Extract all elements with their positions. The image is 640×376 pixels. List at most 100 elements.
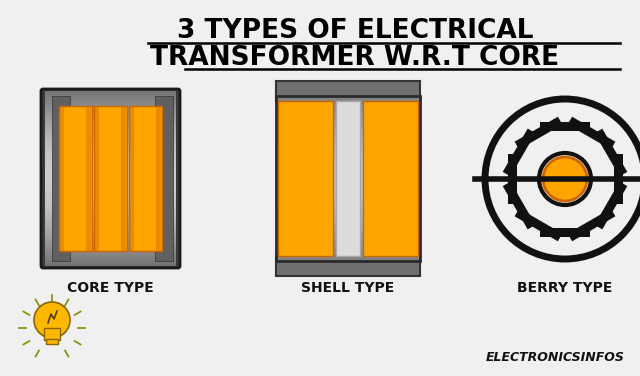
Bar <box>276 245 420 246</box>
Bar <box>45 150 176 151</box>
Bar <box>276 96 420 261</box>
Bar <box>276 221 420 222</box>
Bar <box>94 106 127 251</box>
Bar <box>45 235 176 236</box>
Bar <box>276 137 420 138</box>
Bar <box>276 210 420 211</box>
Bar <box>276 146 420 147</box>
Bar <box>45 185 176 186</box>
Bar <box>276 183 420 184</box>
Bar <box>45 127 176 128</box>
Bar <box>276 155 420 156</box>
Bar <box>45 202 176 203</box>
Bar <box>344 101 352 256</box>
Bar <box>45 252 176 253</box>
Bar <box>276 159 420 160</box>
Bar <box>45 124 176 125</box>
Bar <box>276 249 420 250</box>
Bar <box>45 100 176 101</box>
Bar <box>276 101 420 102</box>
Bar <box>45 181 176 182</box>
Bar <box>276 168 420 169</box>
Bar <box>45 265 176 266</box>
Bar <box>276 204 420 205</box>
Text: TRANSFORMER W.R.T CORE: TRANSFORMER W.R.T CORE <box>150 45 559 71</box>
Bar <box>45 117 176 118</box>
Bar <box>515 209 563 241</box>
Bar <box>276 142 420 143</box>
Bar <box>45 247 176 248</box>
Bar <box>45 115 176 116</box>
Bar <box>276 228 420 229</box>
Bar <box>276 257 420 258</box>
Bar <box>45 199 176 200</box>
Bar <box>276 127 420 128</box>
Bar <box>45 193 176 194</box>
Bar <box>45 141 176 142</box>
Text: BERRY TYPE: BERRY TYPE <box>517 281 612 295</box>
Bar <box>45 108 176 109</box>
Bar <box>45 261 176 262</box>
Bar <box>276 243 420 244</box>
Bar <box>276 217 420 218</box>
Bar <box>276 173 420 174</box>
Bar <box>276 100 420 101</box>
Bar <box>45 92 176 93</box>
Bar <box>276 131 420 132</box>
Bar <box>45 213 176 214</box>
Bar <box>45 201 176 202</box>
Bar <box>155 96 173 261</box>
Bar <box>276 134 420 135</box>
Bar <box>45 163 176 164</box>
Bar <box>276 244 420 245</box>
Bar <box>276 110 420 111</box>
Bar <box>45 264 176 265</box>
Bar <box>276 118 420 119</box>
Bar <box>276 201 420 202</box>
Bar <box>276 214 420 215</box>
Circle shape <box>543 157 587 201</box>
Bar <box>276 260 420 261</box>
Bar <box>45 182 176 183</box>
Bar <box>45 230 176 231</box>
Bar <box>45 249 176 250</box>
Bar <box>276 96 420 97</box>
Bar <box>44 328 60 340</box>
Bar <box>276 212 420 213</box>
Bar <box>276 160 420 161</box>
Bar <box>276 144 420 145</box>
Bar <box>276 246 420 247</box>
Bar <box>45 237 176 238</box>
Bar <box>45 236 176 237</box>
Bar <box>45 238 176 239</box>
Bar <box>45 260 176 261</box>
Bar <box>276 189 420 190</box>
Bar <box>276 215 420 216</box>
Bar <box>276 132 420 133</box>
Bar <box>276 255 420 256</box>
Bar <box>276 120 420 121</box>
Bar <box>45 132 176 133</box>
Bar <box>45 136 176 137</box>
Bar <box>45 142 176 143</box>
Bar <box>276 234 420 235</box>
Bar <box>276 147 420 148</box>
Bar <box>45 253 176 254</box>
Bar <box>502 129 536 176</box>
Bar <box>276 172 420 173</box>
Bar <box>276 99 420 100</box>
Bar <box>276 219 420 220</box>
Bar <box>45 245 176 246</box>
Bar <box>45 105 176 106</box>
Bar <box>276 121 420 122</box>
Bar <box>45 154 176 155</box>
Bar <box>276 181 420 182</box>
Bar <box>276 169 420 170</box>
Bar <box>276 238 420 239</box>
Bar <box>276 119 420 120</box>
Bar <box>276 123 420 124</box>
Bar <box>45 107 176 108</box>
Bar <box>276 138 420 139</box>
Bar <box>45 256 176 257</box>
Bar <box>276 235 420 236</box>
